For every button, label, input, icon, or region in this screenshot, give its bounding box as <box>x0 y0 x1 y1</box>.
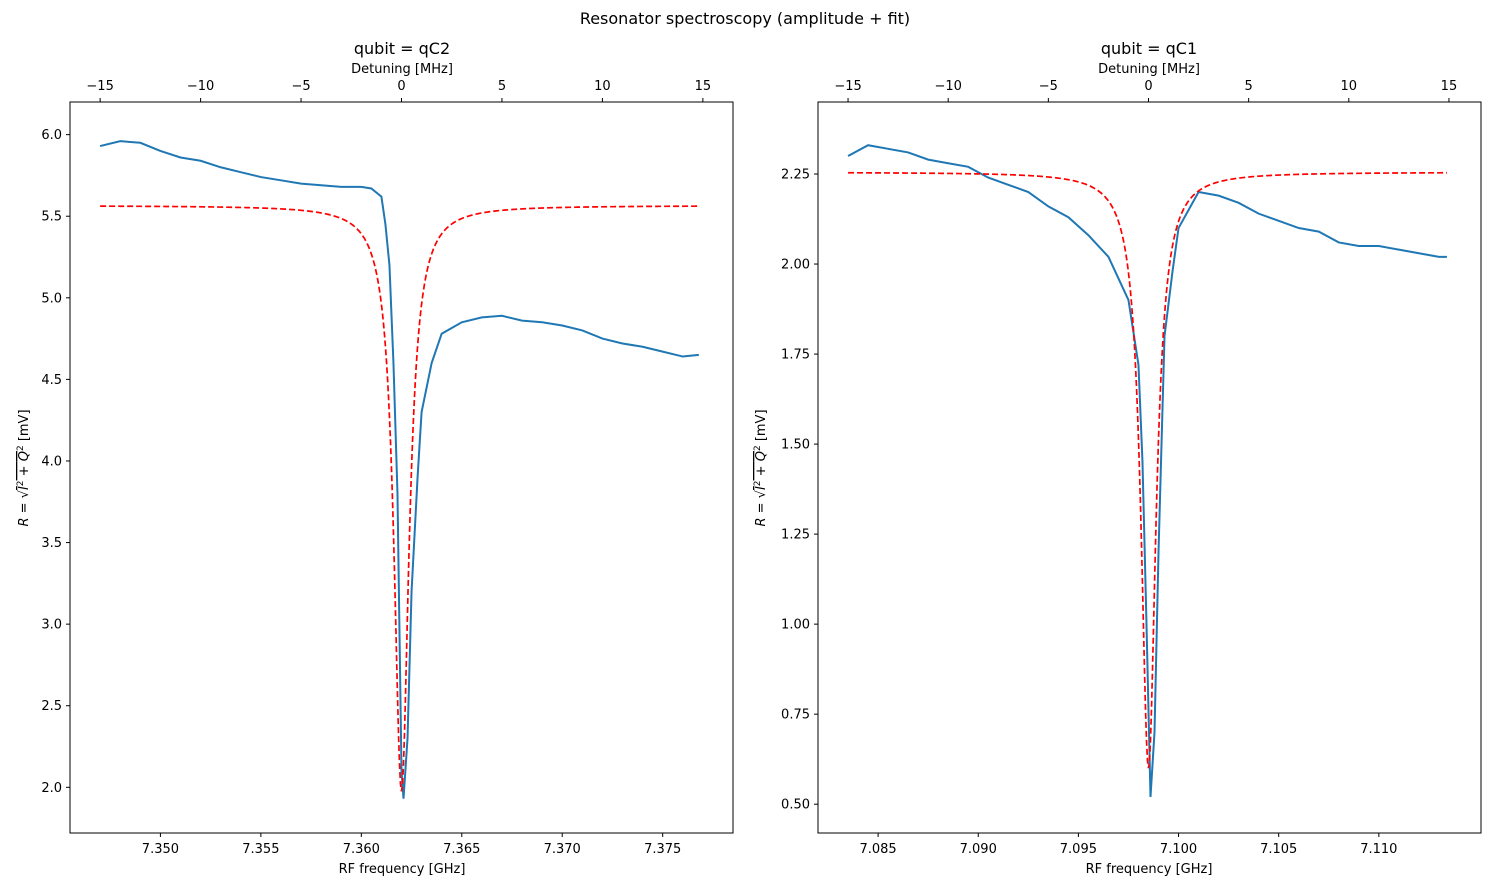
fit-line <box>100 205 699 792</box>
x-tick-label: 7.100 <box>1160 842 1197 857</box>
x2-tick-label: −15 <box>86 79 113 94</box>
y-tick-label: 2.25 <box>781 168 810 183</box>
panel-title: qubit = qC1 <box>1101 39 1197 58</box>
x2-tick-label: 15 <box>1441 79 1458 94</box>
x-axis-label: RF frequency [GHz] <box>339 862 466 877</box>
y-tick-label: 3.5 <box>41 536 62 551</box>
axes-frame <box>817 101 1482 834</box>
x-tick-label: 7.090 <box>960 842 997 857</box>
x-tick-label: 7.110 <box>1360 842 1397 857</box>
y-tick-label: 3.0 <box>41 618 62 633</box>
x2-tick-label: 10 <box>594 79 611 94</box>
y-tick-label: 0.50 <box>781 798 810 813</box>
x-tick-label: 7.355 <box>242 842 279 857</box>
y-tick-label: 2.5 <box>41 699 62 714</box>
y-tick-label: 6.0 <box>41 128 62 143</box>
y-tick-label: 1.00 <box>781 618 810 633</box>
top-axis-label: Detuning [MHz] <box>351 62 453 77</box>
x-axis-label: RF frequency [GHz] <box>1086 862 1213 877</box>
fit-line <box>848 171 1447 769</box>
y-tick-label: 1.25 <box>781 528 810 543</box>
x2-tick-label: 0 <box>1144 79 1152 94</box>
x2-tick-label: −10 <box>187 79 214 94</box>
x2-tick-label: −15 <box>834 79 861 94</box>
x2-tick-label: 0 <box>397 79 405 94</box>
y-tick-label: 1.75 <box>781 348 810 363</box>
y-tick-label: 4.5 <box>41 373 62 388</box>
x-tick-label: 7.370 <box>544 842 581 857</box>
x-tick-label: 7.095 <box>1060 842 1097 857</box>
x-tick-label: 7.105 <box>1260 842 1297 857</box>
plot-area <box>99 140 699 799</box>
x-tick-label: 7.085 <box>859 842 896 857</box>
y-tick-label: 1.50 <box>781 438 810 453</box>
y-axis-label-text: R = √I2 + Q2 [mV] <box>753 409 769 526</box>
x-tick-label: 7.365 <box>443 842 480 857</box>
x-tick-label: 7.375 <box>644 842 681 857</box>
panel-title: qubit = qC2 <box>354 39 450 58</box>
y-tick-label: 0.75 <box>781 708 810 723</box>
x2-tick-label: 10 <box>1341 79 1358 94</box>
x-tick-label: 7.360 <box>343 842 380 857</box>
x2-tick-label: −10 <box>934 79 961 94</box>
y-tick-label: 5.0 <box>41 291 62 306</box>
top-axis-label: Detuning [MHz] <box>1098 62 1200 77</box>
y-tick-label: 5.5 <box>41 210 62 225</box>
x2-tick-label: −5 <box>291 79 310 94</box>
y-axis-label: R = √I2 + Q2 [mV] <box>753 409 769 526</box>
panel-qc2: qubit = qC2 Detuning [MHz] RF frequency … <box>16 39 734 877</box>
data-line <box>99 140 699 799</box>
y-tick-label: 2.0 <box>41 781 62 796</box>
y-tick-label: 2.00 <box>781 258 810 273</box>
x2-tick-label: −5 <box>1039 79 1058 94</box>
figure-title: Resonator spectroscopy (amplitude + fit) <box>580 9 910 28</box>
y-axis-label-text: R = √I2 + Q2 [mV] <box>16 409 32 526</box>
y-tick-label: 4.0 <box>41 454 62 469</box>
x-tick-label: 7.350 <box>142 842 179 857</box>
panel-qc1: qubit = qC1 Detuning [MHz] RF frequency … <box>753 39 1482 877</box>
x2-tick-label: 5 <box>1245 79 1253 94</box>
x2-tick-label: 15 <box>695 79 712 94</box>
x2-tick-label: 5 <box>498 79 506 94</box>
plot-area <box>847 144 1447 798</box>
data-line <box>847 144 1447 798</box>
y-axis-label: R = √I2 + Q2 [mV] <box>16 409 32 526</box>
